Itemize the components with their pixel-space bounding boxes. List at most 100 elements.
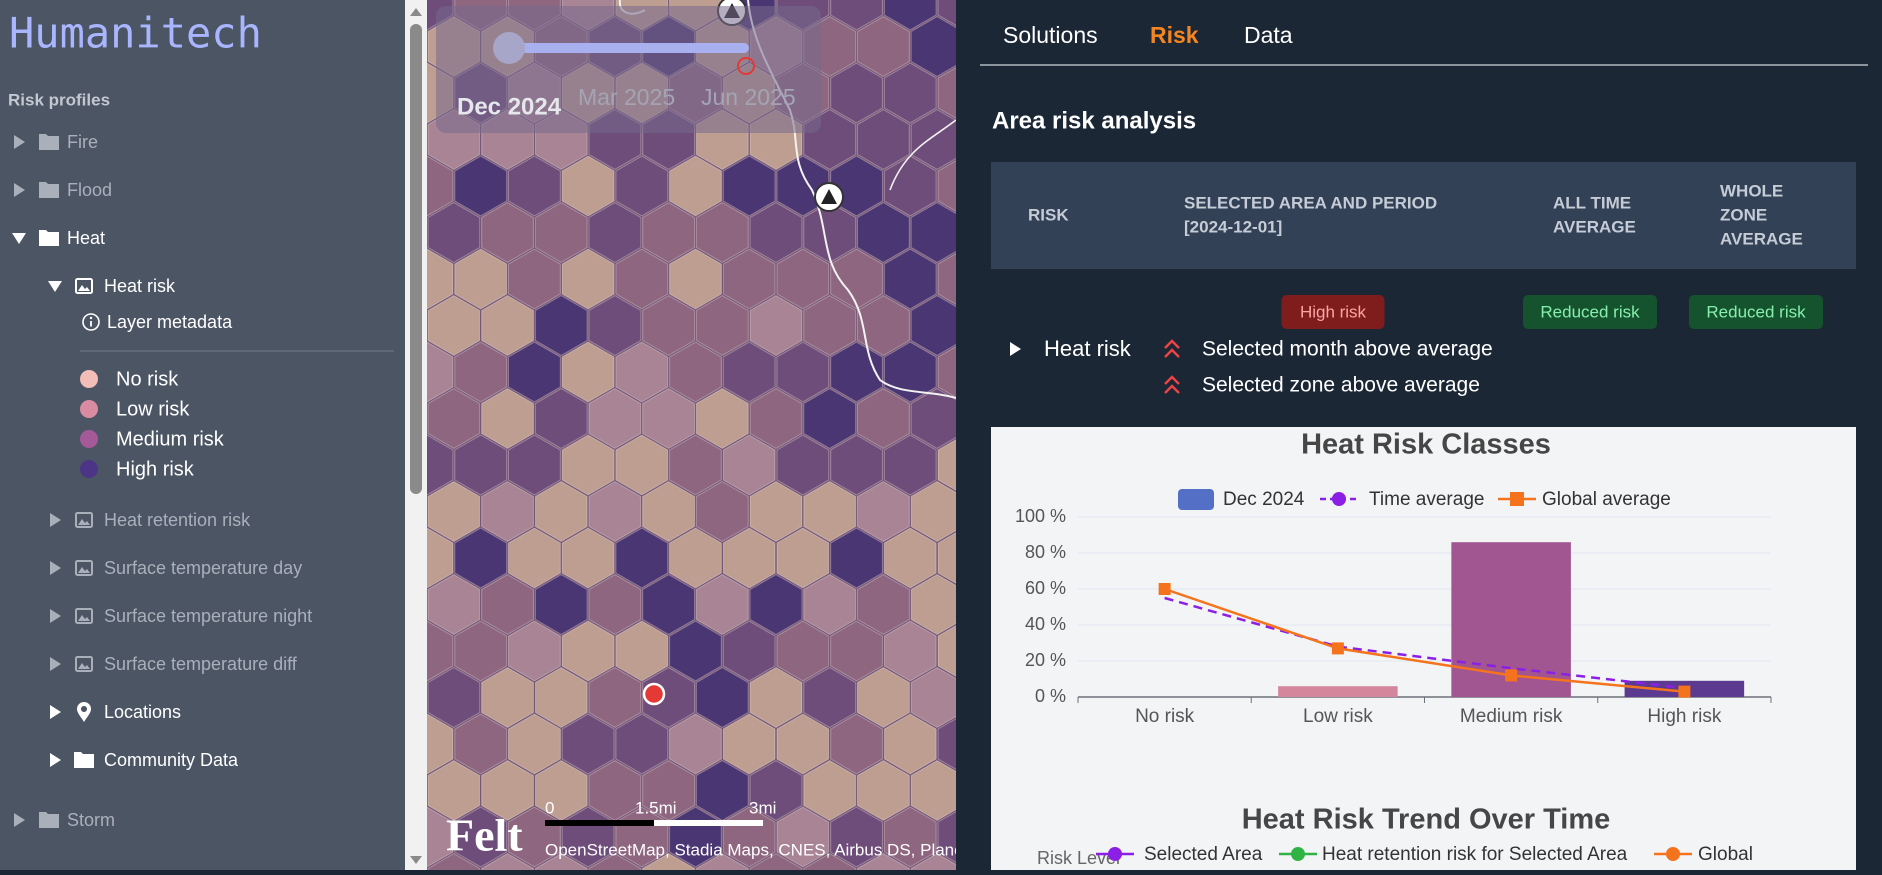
legend-label: High risk bbox=[116, 458, 195, 480]
map-logo: Felt bbox=[446, 810, 523, 861]
hex-cell bbox=[937, 66, 956, 120]
r-icon bbox=[50, 609, 61, 623]
folder-icon bbox=[39, 230, 59, 246]
timeline-tick[interactable]: Mar 2025 bbox=[578, 84, 675, 110]
tree-item[interactable]: Heat risk bbox=[48, 276, 176, 296]
legend-label[interactable]: Global average bbox=[1542, 489, 1671, 510]
risk-name[interactable]: Heat risk bbox=[1044, 336, 1132, 361]
tree-label: Heat bbox=[67, 228, 105, 248]
legend-label[interactable]: Dec 2024 bbox=[1223, 489, 1305, 510]
column-header: RISK bbox=[1028, 205, 1069, 224]
hex-cell bbox=[588, 666, 642, 729]
hex-cell bbox=[427, 759, 481, 822]
r-icon bbox=[50, 657, 61, 671]
hex-cell bbox=[615, 713, 669, 775]
tree-item[interactable]: Heat bbox=[12, 228, 105, 248]
legend-label[interactable]: Heat retention risk for Selected Area bbox=[1322, 844, 1628, 865]
tree-item[interactable]: Locations bbox=[50, 702, 181, 722]
hex-cell bbox=[427, 155, 454, 217]
hex-cell bbox=[588, 294, 642, 357]
hex-cell bbox=[588, 573, 642, 636]
tree-item[interactable]: Flood bbox=[14, 180, 112, 200]
hex-cell bbox=[588, 480, 642, 543]
tab[interactable]: Data bbox=[1244, 22, 1293, 48]
tree-item[interactable]: Surface temperature day bbox=[50, 558, 302, 578]
hex-cell bbox=[883, 713, 937, 775]
hex-cell bbox=[883, 434, 937, 496]
expand-arrow bbox=[50, 753, 61, 767]
hex-cell bbox=[910, 573, 956, 636]
timeline-tick[interactable]: Jun 2025 bbox=[701, 84, 796, 110]
hex-cell bbox=[829, 713, 884, 775]
y-axis-label: Risk Level bbox=[1037, 848, 1120, 868]
image-icon bbox=[75, 278, 93, 294]
y-tick-label: 20 % bbox=[1025, 650, 1066, 670]
tree-item[interactable]: Community Data bbox=[50, 750, 239, 770]
image-frame bbox=[75, 278, 93, 294]
hex-cell bbox=[427, 573, 481, 636]
hex-cell bbox=[856, 759, 911, 822]
scroll-down[interactable] bbox=[410, 856, 422, 864]
hex-cell bbox=[427, 527, 454, 589]
image-frame bbox=[75, 608, 93, 624]
folder-icon bbox=[74, 752, 94, 768]
tree-item[interactable]: Heat retention risk bbox=[50, 510, 251, 530]
legend-label[interactable]: Time average bbox=[1369, 489, 1484, 510]
tree-label: Community Data bbox=[104, 750, 239, 770]
hex-cell bbox=[588, 387, 642, 450]
hex-cell bbox=[641, 480, 696, 543]
tab[interactable]: Solutions bbox=[1003, 22, 1098, 48]
hex-cell bbox=[588, 201, 642, 264]
r-icon bbox=[50, 561, 61, 575]
r-icon bbox=[50, 513, 61, 527]
hex-cell bbox=[561, 527, 615, 589]
hex-cell bbox=[937, 531, 956, 585]
tree-item[interactable]: Fire bbox=[14, 132, 98, 152]
hex-cell bbox=[776, 713, 830, 775]
tree-item[interactable]: Surface temperature night bbox=[50, 606, 312, 626]
series-point bbox=[1331, 642, 1344, 655]
y-tick-label: 0 % bbox=[1035, 686, 1066, 706]
risk-badge bbox=[1689, 295, 1823, 329]
pin-icon bbox=[77, 702, 91, 722]
hex-cell bbox=[427, 852, 481, 870]
hex-cell bbox=[883, 248, 937, 310]
hex-cell bbox=[588, 852, 642, 870]
legend-dot bbox=[80, 430, 98, 448]
hex-cell bbox=[749, 387, 803, 450]
hex-cell bbox=[803, 852, 857, 870]
hex-cell bbox=[829, 62, 884, 124]
hex-cell bbox=[883, 62, 937, 124]
legend-label[interactable]: Selected Area bbox=[1144, 844, 1263, 865]
image-frame bbox=[75, 656, 93, 672]
scroll-up[interactable] bbox=[410, 8, 422, 16]
hex-cell bbox=[776, 620, 830, 682]
hex-cell bbox=[534, 480, 588, 543]
image-icon bbox=[75, 656, 93, 672]
scrollbar-thumb[interactable] bbox=[410, 24, 422, 494]
tree-item[interactable]: Storm bbox=[14, 810, 115, 830]
tab[interactable]: Risk bbox=[1150, 22, 1199, 48]
chart-title: Heat Risk Classes bbox=[1301, 429, 1551, 461]
series-point bbox=[1158, 583, 1171, 595]
hex-cell bbox=[749, 294, 803, 357]
hex-cell bbox=[641, 852, 696, 870]
info-ring bbox=[82, 313, 100, 331]
tree-label: Fire bbox=[67, 132, 98, 152]
hex-cell bbox=[883, 0, 937, 31]
legend-label[interactable]: Global bbox=[1698, 844, 1753, 865]
expand-arrow bbox=[50, 561, 61, 575]
tree-item[interactable]: Surface temperature diff bbox=[50, 654, 298, 674]
tree-item[interactable]: Layer metadata bbox=[82, 312, 233, 332]
hex-cell bbox=[856, 666, 911, 729]
hex-cell bbox=[507, 527, 562, 589]
column-header: AVERAGE bbox=[1553, 217, 1636, 236]
hex-cell bbox=[561, 341, 615, 403]
r-icon bbox=[1010, 342, 1021, 356]
hex-cell bbox=[937, 438, 956, 492]
app-title: Humanitech bbox=[9, 9, 262, 58]
tree-label: Surface temperature night bbox=[104, 606, 312, 626]
location-marker[interactable] bbox=[642, 682, 666, 706]
timeline-thumb[interactable] bbox=[493, 32, 525, 64]
